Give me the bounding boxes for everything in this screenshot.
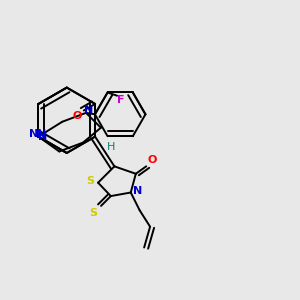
Text: N: N [84, 105, 94, 115]
Text: O: O [73, 111, 82, 121]
Text: N: N [133, 186, 142, 196]
Text: S: S [87, 176, 94, 186]
Text: N: N [29, 129, 39, 139]
Text: S: S [89, 208, 97, 218]
Text: F: F [117, 95, 125, 105]
Text: N: N [37, 129, 46, 139]
Text: O: O [148, 155, 157, 165]
Text: N: N [38, 132, 47, 142]
Text: H: H [107, 142, 116, 152]
